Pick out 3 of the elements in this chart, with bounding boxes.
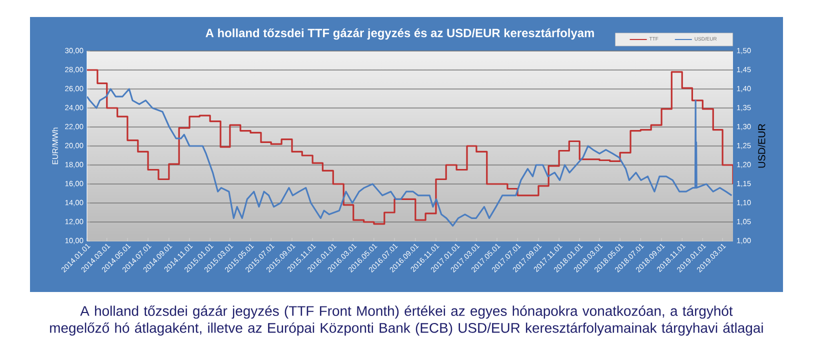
text: A holland tőzsdei gázár jegyzés (TTF Front Month) értékei az egyes hónapokra vonatkozóan, a tárgyhót megelőző hó átlagaként, illetve az Európai Központi Bank (ECB) USD/EUR keresztárfolyamainak tárgyhavi átlagai [50,306,763,336]
y2-axis-title: USD/EUR [758,124,766,168]
chart-title: A holland tőzsdei TTF gázár jegyzés és az USD/EUR keresztárfolyam [206,28,594,40]
